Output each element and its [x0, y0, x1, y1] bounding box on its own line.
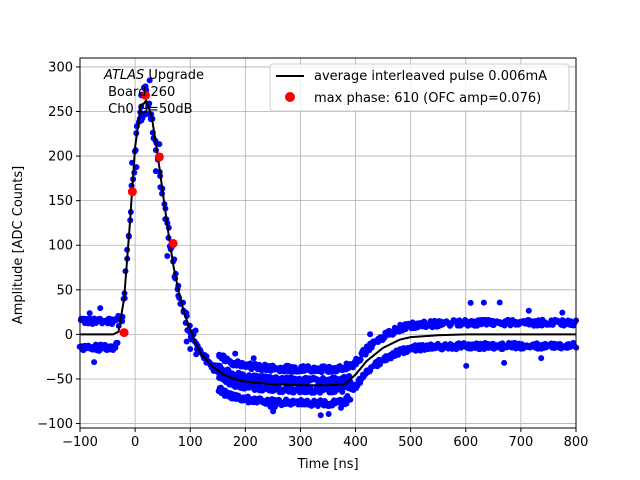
scatter-outlier [480, 299, 487, 306]
scatter-point [347, 396, 354, 403]
y-tick-label: 150 [48, 194, 73, 209]
scatter-outlier [463, 362, 470, 369]
scatter-outlier [187, 345, 194, 352]
scatter-point [192, 327, 199, 334]
scatter-outlier [338, 404, 345, 411]
y-tick-label: −100 [37, 417, 73, 432]
y-tick-label: 200 [48, 150, 73, 165]
x-tick-label: 500 [398, 435, 423, 450]
x-tick-label: 600 [453, 435, 478, 450]
scatter-outlier [86, 310, 93, 317]
scatter-outlier [525, 307, 532, 314]
atlas-annotation: ATLAS Upgrade Board 260 Ch0 G=50dB [103, 68, 204, 117]
scatter-point [112, 344, 119, 351]
y-tick-label: 300 [48, 60, 73, 75]
average-pulse-line [80, 98, 576, 387]
scatter-outlier [183, 338, 190, 345]
x-tick-label: 400 [343, 435, 368, 450]
legend-dot-marker [285, 92, 295, 102]
scatter-outlier [501, 359, 508, 366]
scatter-outlier [496, 299, 503, 306]
max-phase-points [119, 90, 178, 338]
max-phase-point [154, 152, 164, 162]
svg-text:ATLAS Upgrade: ATLAS Upgrade [103, 68, 204, 83]
scatter-point [114, 339, 121, 346]
scatter-outlier [317, 412, 324, 419]
scatter-outlier [91, 359, 98, 366]
max-phase-point [141, 90, 151, 100]
annotation-board: Board 260 [104, 85, 175, 100]
x-tick-label: 700 [508, 435, 533, 450]
scatter-outlier [97, 305, 104, 312]
legend-entry-average: average interleaved pulse 0.006mA [314, 69, 547, 84]
x-tick-label: 100 [178, 435, 203, 450]
scatter-outlier [133, 164, 140, 171]
x-tick-label: 200 [233, 435, 258, 450]
scatter-point [343, 400, 350, 407]
max-phase-point [168, 238, 178, 248]
scatter-outlier [538, 355, 545, 362]
y-tick-label: 100 [48, 239, 73, 254]
legend: average interleaved pulse 0.006mA max ph… [269, 63, 570, 112]
x-tick-label: 300 [288, 435, 313, 450]
scatter-outlier [467, 299, 474, 306]
y-axis-ticks: −100 −50 0 50 100 150 200 250 300 [37, 60, 80, 432]
annotation-channel: Ch0 G=50dB [104, 102, 193, 117]
x-axis-ticks: −100 0 100 200 300 400 500 600 700 800 [62, 428, 588, 450]
legend-box [269, 63, 570, 112]
annotation-upgrade: Upgrade [144, 68, 204, 83]
y-tick-label: 250 [48, 105, 73, 120]
legend-entry-max-phase: max phase: 610 (OFC amp=0.076) [314, 91, 541, 106]
x-tick-label: −100 [62, 435, 98, 450]
x-axis-label: Time [ns] [296, 457, 358, 472]
y-tick-label: 50 [56, 283, 73, 298]
annotation-atlas: ATLAS [103, 68, 144, 83]
blue-scatter-cloud [76, 77, 580, 419]
max-phase-point [127, 187, 137, 197]
x-tick-label: 800 [564, 435, 589, 450]
scatter-outlier [367, 331, 374, 338]
scatter-point [402, 326, 409, 333]
plot-frame [79, 57, 577, 429]
y-tick-label: 0 [65, 328, 73, 343]
scatter-outlier [232, 350, 239, 357]
y-axis-label: Amplitude [ADC Counts] [11, 166, 26, 324]
scatter-outlier [146, 77, 153, 84]
max-phase-point [119, 328, 129, 338]
scatter-outlier [156, 141, 163, 148]
x-tick-label: 0 [131, 435, 139, 450]
scatter-point [357, 356, 364, 363]
scatter-outlier [559, 309, 566, 316]
scatter-outlier [325, 410, 332, 417]
scatter-outlier [250, 355, 257, 362]
scatter-outlier [164, 253, 171, 260]
y-tick-label: −50 [46, 372, 73, 387]
